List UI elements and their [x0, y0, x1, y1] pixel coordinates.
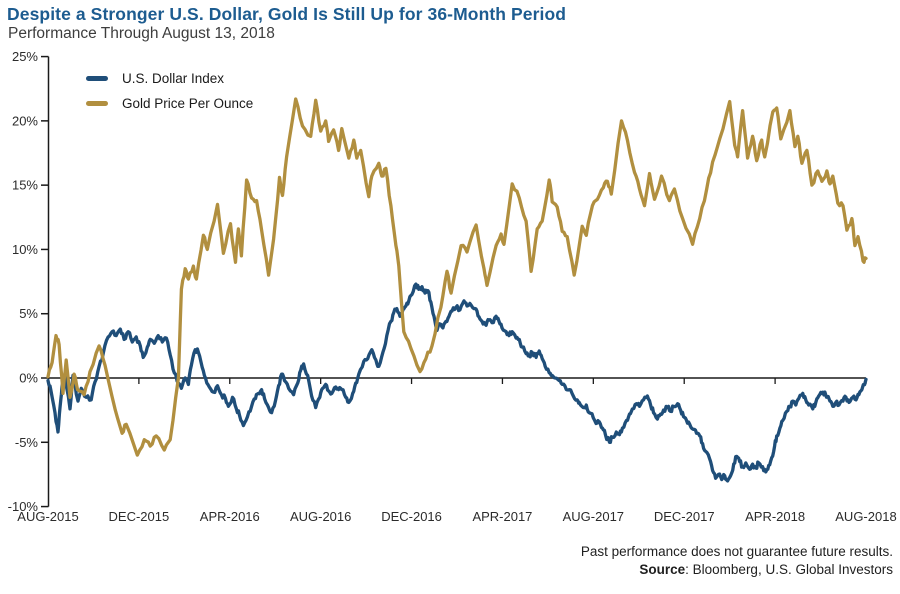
y-tick-label: -5% — [15, 435, 39, 450]
disclaimer-text: Past performance does not guarantee futu… — [580, 544, 893, 559]
y-tick-label: 15% — [12, 178, 38, 193]
chart-footer: Past performance does not guarantee futu… — [581, 543, 893, 579]
x-axis: AUG-2015 DEC-2015 APR-2016 AUG-2016 DEC-2016… — [17, 377, 897, 524]
source-detail: : Bloomberg, U.S. Global Investors — [685, 562, 893, 577]
x-tick-label: APR-2018 — [745, 509, 805, 524]
legend-swatch-blue-line — [86, 76, 108, 81]
x-tick-label: APR-2016 — [200, 509, 260, 524]
y-tick-label: 10% — [12, 242, 38, 257]
x-tick-label: DEC-2015 — [109, 509, 170, 524]
legend-swatch-gold-line — [86, 101, 108, 106]
y-tick-label: 25% — [12, 49, 38, 64]
y-tick-label: -10% — [8, 499, 39, 514]
chart-legend: U.S. Dollar Index Gold Price Per Ounce — [86, 66, 253, 116]
source-label: Source — [639, 562, 686, 577]
page-title: Despite a Stronger U.S. Dollar, Gold Is … — [7, 4, 567, 24]
legend-item-us-dollar-index: U.S. Dollar Index — [86, 66, 253, 91]
legend-item-gold-price: Gold Price Per Ounce — [86, 91, 253, 116]
y-tick-label: 0% — [19, 371, 38, 386]
x-tick-label: APR-2017 — [472, 509, 532, 524]
x-tick-label: AUG-2018 — [835, 509, 896, 524]
y-tick-label: 20% — [12, 113, 38, 128]
x-tick-label: DEC-2016 — [381, 509, 442, 524]
source-text: Source: Bloomberg, U.S. Global Investors — [581, 561, 893, 579]
chart-subtitle: Performance Through August 13, 2018 — [8, 25, 275, 42]
x-tick-label: AUG-2017 — [563, 509, 624, 524]
series-line-gold-price-per-ounce — [46, 97, 868, 457]
y-axis: 25% 20% 15% 10% 5% 0% -5% -10% — [8, 49, 50, 514]
x-tick-label: DEC-2017 — [654, 509, 715, 524]
y-tick-label: 5% — [19, 306, 38, 321]
line-chart-plot: 25%20%15%10%5%0%-5%-10%AUG-2015 DEC-2015 A… — [8, 49, 897, 524]
x-tick-label: AUG-2016 — [290, 509, 351, 524]
legend-label: Gold Price Per Ounce — [122, 96, 254, 111]
series-line-u-s-dollar-index — [46, 282, 868, 483]
legend-label: U.S. Dollar Index — [122, 71, 225, 86]
x-tick-label: AUG-2015 — [17, 509, 78, 524]
